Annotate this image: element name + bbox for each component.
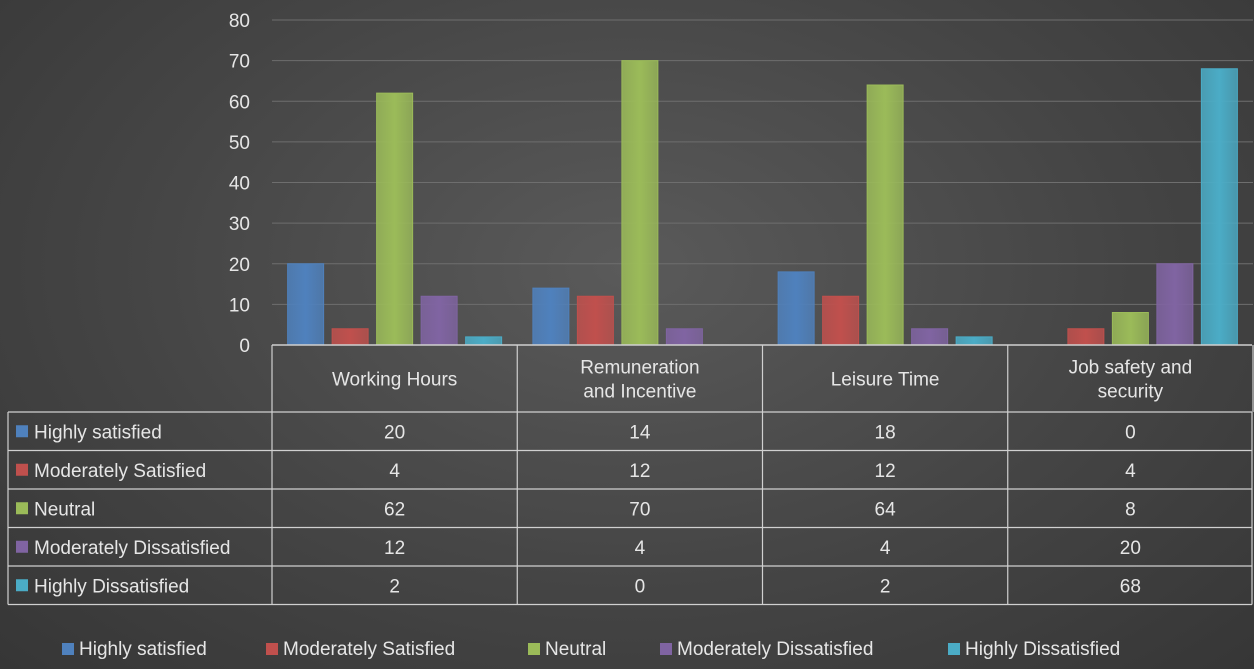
y-tick-label-40: 40 <box>229 174 250 195</box>
bar-neutral-leisure-time <box>866 84 904 346</box>
bar-highly-dissatisfied-job-safety-and-security <box>1200 68 1238 346</box>
bar-moderately-dissatisfied-remuneration-and-incentive <box>665 328 703 346</box>
bar-highly-satisfied-leisure-time <box>777 271 815 346</box>
category-label-leisure-time: Leisure Time <box>831 370 940 391</box>
table-row-label-highly-dissatisfied: Highly Dissatisfied <box>34 576 189 597</box>
table-cell-moderately-satisfied-leisure-time: 12 <box>875 461 896 482</box>
legend-swatch-moderately-satisfied <box>266 643 278 655</box>
legend: Highly satisfied Moderately Satisfied Neut… <box>62 639 1120 660</box>
bar-neutral-remuneration-and-incentive <box>621 60 659 346</box>
bar-moderately-satisfied-remuneration-and-incentive <box>576 295 614 346</box>
table-cell-moderately-dissatisfied-working-hours: 12 <box>384 538 405 559</box>
table-swatch-highly-satisfied <box>16 425 28 438</box>
bar-highly-dissatisfied-working-hours <box>465 336 503 346</box>
bars <box>287 60 1238 346</box>
table-cell-moderately-satisfied-job-safety-and-security: 4 <box>1125 461 1136 482</box>
table-cell-highly-dissatisfied-remuneration-and-incentive: 0 <box>635 576 646 597</box>
category-label-remuneration-and-incentive: Remuneration <box>580 358 699 379</box>
table-row-label-neutral: Neutral <box>34 499 95 520</box>
category-label-working-hours: Working Hours <box>332 370 457 391</box>
legend-swatch-neutral <box>528 643 540 655</box>
y-tick-label-20: 20 <box>229 255 250 276</box>
bar-neutral-working-hours <box>376 92 414 346</box>
table-cell-neutral-remuneration-and-incentive: 70 <box>629 499 650 520</box>
table-cell-highly-satisfied-remuneration-and-incentive: 14 <box>629 422 651 443</box>
table-cell-moderately-dissatisfied-remuneration-and-incentive: 4 <box>635 538 646 559</box>
bar-moderately-dissatisfied-working-hours <box>420 295 458 346</box>
table-row-label-highly-satisfied: Highly satisfied <box>34 422 162 443</box>
category-label-remuneration-and-incentive: and Incentive <box>583 382 696 403</box>
table-cell-highly-satisfied-job-safety-and-security: 0 <box>1125 422 1136 443</box>
legend-swatch-highly-dissatisfied <box>948 643 960 655</box>
bar-highly-satisfied-remuneration-and-incentive <box>532 287 570 346</box>
table-cell-neutral-job-safety-and-security: 8 <box>1125 499 1136 520</box>
y-tick-label-0: 0 <box>239 336 250 357</box>
legend-swatch-highly-satisfied <box>62 643 74 655</box>
data-table: Working Hours Remuneration and Incentive Le… <box>7 344 1254 606</box>
table-cell-highly-satisfied-leisure-time: 18 <box>875 422 896 443</box>
table-swatch-moderately-satisfied <box>16 463 28 476</box>
table-cell-highly-dissatisfied-leisure-time: 2 <box>880 576 891 597</box>
legend-label-moderately-dissatisfied: Moderately Dissatisfied <box>677 639 873 660</box>
bar-highly-satisfied-working-hours <box>287 263 325 346</box>
table-cell-highly-dissatisfied-job-safety-and-security: 68 <box>1120 576 1141 597</box>
table-cell-highly-dissatisfied-working-hours: 2 <box>389 576 400 597</box>
y-tick-label-30: 30 <box>229 214 250 235</box>
legend-label-highly-dissatisfied: Highly Dissatisfied <box>965 639 1120 660</box>
table-cell-moderately-satisfied-remuneration-and-incentive: 12 <box>629 461 650 482</box>
table-swatch-neutral <box>16 502 28 515</box>
bar-neutral-job-safety-and-security <box>1111 312 1149 346</box>
table-cell-neutral-leisure-time: 64 <box>875 499 897 520</box>
legend-swatch-moderately-dissatisfied <box>660 643 672 655</box>
table-cell-moderately-dissatisfied-job-safety-and-security: 20 <box>1120 538 1141 559</box>
table-cell-moderately-satisfied-working-hours: 4 <box>389 461 400 482</box>
table-cell-moderately-dissatisfied-leisure-time: 4 <box>880 538 891 559</box>
legend-label-moderately-satisfied: Moderately Satisfied <box>283 639 455 660</box>
table-swatch-moderately-dissatisfied <box>16 540 28 553</box>
table-row-label-moderately-satisfied: Moderately Satisfied <box>34 461 206 482</box>
bar-moderately-satisfied-job-safety-and-security <box>1067 328 1105 346</box>
y-tick-label-50: 50 <box>229 133 250 154</box>
category-label-job-safety-and-security: security <box>1098 382 1164 403</box>
legend-label-neutral: Neutral <box>545 639 606 660</box>
bar-highly-dissatisfied-leisure-time <box>955 336 993 346</box>
table-cell-neutral-working-hours: 62 <box>384 499 405 520</box>
bar-moderately-dissatisfied-job-safety-and-security <box>1156 263 1194 346</box>
bar-moderately-dissatisfied-leisure-time <box>911 328 949 346</box>
y-axis-ticks: 0 10 20 30 40 50 60 70 80 <box>229 11 250 357</box>
y-tick-label-10: 10 <box>229 295 250 316</box>
table-row-label-moderately-dissatisfied: Moderately Dissatisfied <box>34 538 230 559</box>
legend-label-highly-satisfied: Highly satisfied <box>79 639 207 660</box>
category-label-job-safety-and-security: Job safety and <box>1069 358 1193 379</box>
y-tick-label-60: 60 <box>229 92 250 113</box>
table-cell-highly-satisfied-working-hours: 20 <box>384 422 405 443</box>
bar-moderately-satisfied-working-hours <box>331 328 369 346</box>
y-tick-label-70: 70 <box>229 52 250 73</box>
bar-moderately-satisfied-leisure-time <box>822 295 860 346</box>
table-swatch-highly-dissatisfied <box>16 579 28 592</box>
gridlines <box>272 19 1253 305</box>
y-tick-label-80: 80 <box>229 11 250 32</box>
